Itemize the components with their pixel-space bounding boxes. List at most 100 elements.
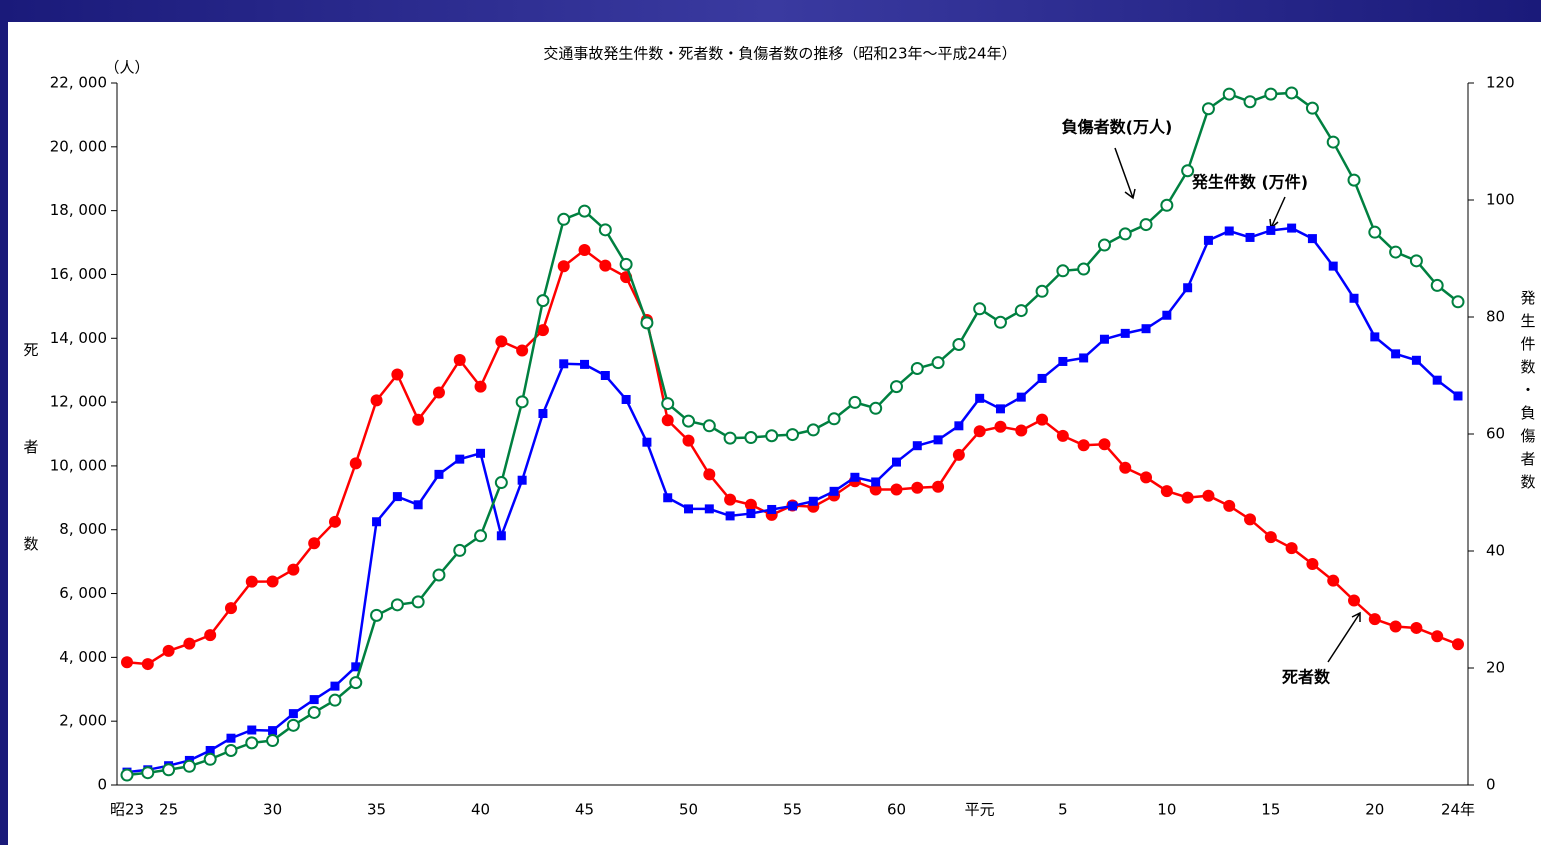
marker: [162, 644, 175, 657]
marker: [1348, 594, 1361, 607]
marker: [1243, 95, 1257, 109]
marker: [1181, 491, 1194, 504]
marker: [1077, 439, 1090, 452]
marker: [1368, 225, 1382, 239]
marker: [746, 509, 756, 519]
marker: [559, 359, 569, 369]
marker: [1245, 232, 1255, 242]
marker: [1139, 218, 1153, 232]
marker: [1015, 424, 1028, 437]
marker: [390, 598, 404, 612]
marker: [891, 457, 901, 467]
marker: [453, 543, 467, 557]
marker: [682, 414, 696, 428]
marker: [538, 409, 548, 419]
marker: [1056, 429, 1069, 442]
series-label: 負傷者数(万人): [1062, 118, 1173, 137]
marker: [952, 448, 965, 461]
marker: [1391, 349, 1401, 359]
x-tick-label: 10: [1157, 801, 1176, 819]
x-tick-label: 5: [1058, 801, 1068, 819]
y2-axis-label: 発生件数・負傷者数: [1519, 290, 1537, 497]
marker: [889, 380, 903, 394]
marker: [765, 429, 779, 443]
marker: [434, 469, 444, 479]
marker: [1305, 101, 1319, 115]
marker: [703, 468, 716, 481]
marker: [536, 324, 549, 337]
x-tick-label: 55: [783, 801, 802, 819]
annotation-arrows: [1114, 147, 1361, 663]
marker: [203, 752, 217, 766]
marker: [1264, 531, 1277, 544]
marker: [642, 437, 652, 447]
marker: [1183, 283, 1193, 293]
y-tick-label: 10, 000: [50, 456, 107, 474]
marker: [910, 361, 924, 375]
marker: [557, 260, 570, 273]
marker: [287, 563, 300, 576]
marker: [226, 733, 236, 743]
marker: [1368, 613, 1381, 626]
marker: [224, 743, 238, 757]
marker: [1266, 225, 1276, 235]
chart-title: 交通事故発生件数・死者数・負傷者数の推移（昭和23年～平成24年）: [543, 45, 1016, 63]
marker: [370, 394, 383, 407]
marker: [141, 658, 154, 671]
marker: [1097, 238, 1111, 252]
marker: [621, 394, 631, 404]
marker: [1160, 485, 1173, 498]
marker: [640, 316, 654, 330]
marker: [933, 435, 943, 445]
marker: [330, 681, 340, 691]
marker: [619, 257, 633, 271]
marker: [827, 412, 841, 426]
series-label: 死者数: [1282, 668, 1331, 687]
marker: [1036, 413, 1049, 426]
marker: [1370, 332, 1380, 342]
marker: [848, 395, 862, 409]
y-tick-label: 22, 000: [50, 74, 107, 92]
marker: [182, 759, 196, 773]
marker: [288, 709, 298, 719]
y2-tick-label: 20: [1486, 659, 1505, 677]
y2-tick-label: 100: [1486, 191, 1515, 209]
marker: [1328, 261, 1338, 271]
x-tick-label: 50: [679, 801, 698, 819]
marker: [806, 423, 820, 437]
x-tick-label: 40: [471, 801, 490, 819]
marker: [1079, 353, 1089, 363]
marker: [517, 475, 527, 485]
x-tick-label: 20: [1365, 801, 1384, 819]
marker: [1037, 373, 1047, 383]
marker: [829, 486, 839, 496]
marker: [850, 472, 860, 482]
marker: [183, 637, 196, 650]
marker: [1035, 284, 1049, 298]
marker: [932, 480, 945, 493]
y2-tick-label: 80: [1486, 308, 1505, 326]
marker: [205, 745, 215, 755]
x-tick-label: 60: [887, 801, 906, 819]
marker: [1430, 278, 1444, 292]
marker: [1451, 295, 1465, 309]
y-unit: （人）: [104, 59, 149, 77]
marker: [515, 395, 529, 409]
marker: [1244, 513, 1257, 526]
marker: [496, 531, 506, 541]
y-tick-label: 0: [97, 776, 107, 794]
marker: [1141, 324, 1151, 334]
marker: [1327, 574, 1340, 587]
marker: [975, 393, 985, 403]
marker: [1285, 542, 1298, 555]
marker: [744, 498, 757, 511]
marker: [661, 397, 675, 411]
y-tick-label: 12, 000: [50, 393, 107, 411]
marker: [1056, 264, 1070, 278]
marker: [413, 500, 423, 510]
marker: [494, 476, 508, 490]
marker: [1453, 391, 1463, 401]
marker: [120, 768, 134, 782]
marker: [744, 431, 758, 445]
